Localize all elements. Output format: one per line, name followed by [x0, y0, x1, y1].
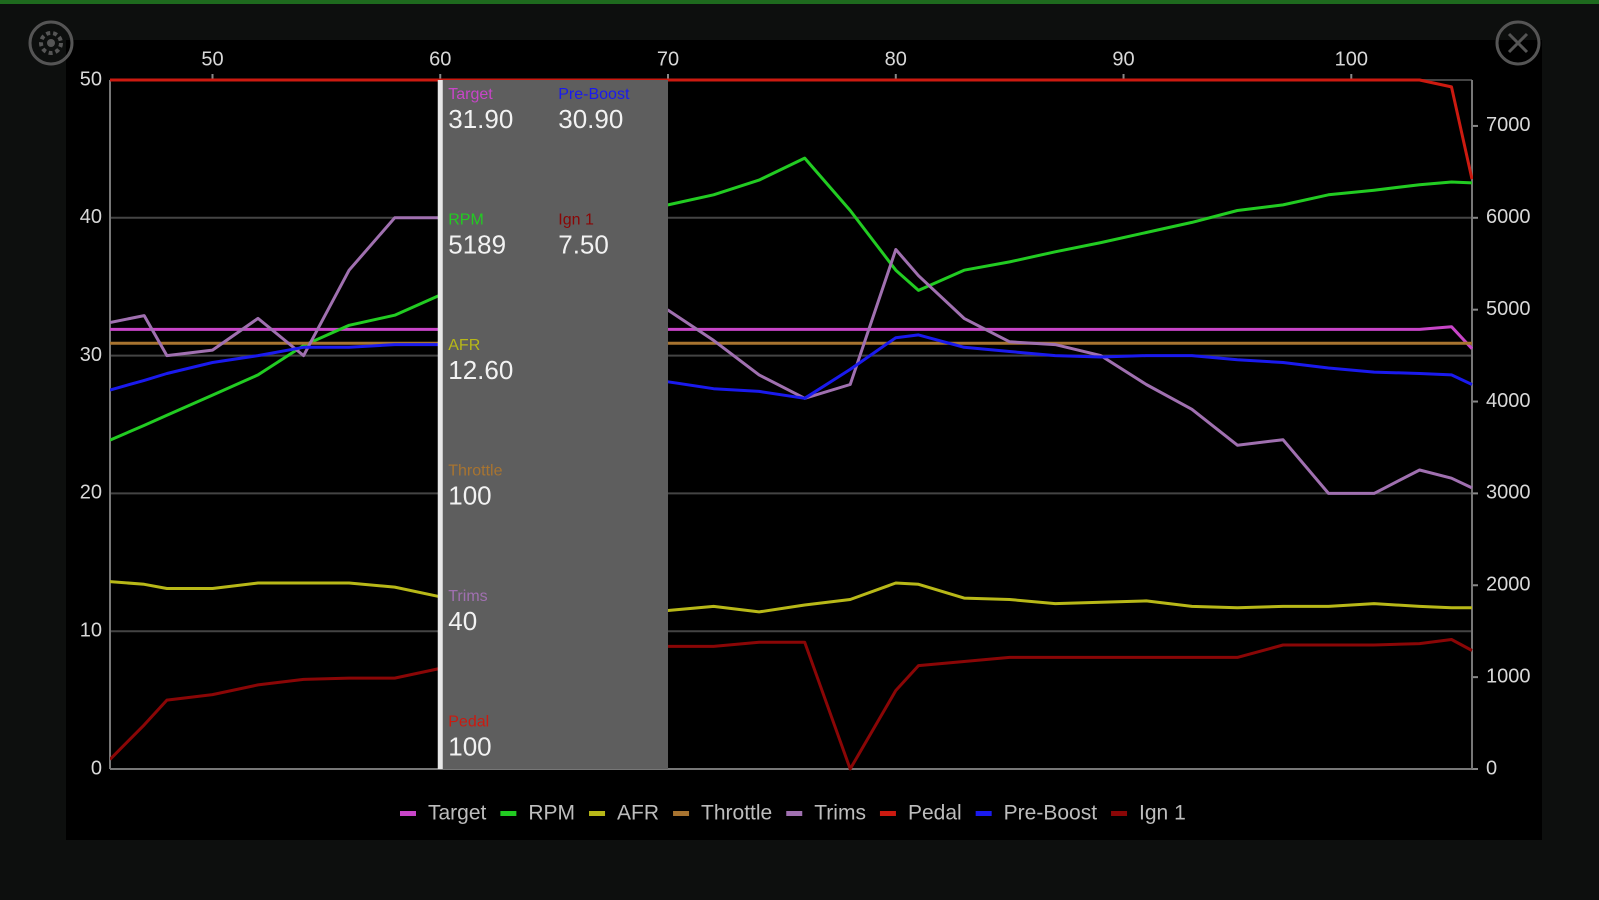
series-line — [110, 638, 1473, 771]
legend-label: AFR — [617, 802, 659, 825]
series-line — [110, 333, 1473, 400]
series-line — [110, 156, 1473, 442]
readout-value: 40 — [448, 606, 477, 636]
legend-label: Target — [428, 802, 487, 825]
series-line — [110, 216, 1473, 495]
readout-name: Ign 1 — [558, 212, 594, 229]
x-tick-label: 50 — [201, 48, 223, 70]
settings-button[interactable] — [28, 20, 74, 66]
x-tick-label: 80 — [885, 48, 907, 70]
chart-panel — [66, 40, 1542, 840]
y-tick-label: 10 — [80, 619, 102, 641]
series-line — [110, 78, 1473, 180]
legend-swatch — [879, 811, 896, 816]
legend-swatch — [400, 811, 416, 816]
readout-value: 30.90 — [558, 104, 623, 134]
readout-value: 5189 — [448, 229, 506, 259]
y-tick-label: 40 — [80, 206, 102, 228]
y2-tick-label: 7000 — [1486, 114, 1531, 136]
y2-tick-label: 0 — [1486, 757, 1497, 779]
legend-label: RPM — [528, 802, 575, 825]
close-x — [1507, 32, 1529, 54]
cursor-panel — [440, 80, 669, 769]
y-tick-label: 0 — [91, 757, 102, 779]
legend-swatch — [975, 811, 992, 816]
top-border — [0, 0, 1599, 4]
y2-tick-label: 3000 — [1486, 482, 1531, 504]
y-tick-label: 20 — [80, 482, 102, 504]
readout-name: Target — [448, 86, 493, 103]
legend-swatch — [1111, 811, 1128, 816]
y2-tick-label: 1000 — [1486, 665, 1531, 687]
x-tick-label: 100 — [1335, 48, 1368, 70]
y2-tick-label: 6000 — [1486, 206, 1531, 228]
readout-name: Pedal — [448, 714, 489, 731]
x-tick-label: 60 — [429, 48, 451, 70]
legend-label: Pre-Boost — [1004, 802, 1098, 825]
readout-value: 31.90 — [448, 104, 513, 134]
legend-swatch — [500, 811, 517, 816]
legend-swatch — [673, 811, 690, 816]
readout-value: 100 — [448, 480, 491, 510]
y-tick-label: 30 — [80, 344, 102, 366]
readout-value: 12.60 — [448, 355, 513, 385]
readout-name: RPM — [448, 212, 484, 229]
y-tick-label: 50 — [80, 68, 102, 90]
close-button[interactable] — [1495, 20, 1541, 66]
settings-ring — [28, 20, 74, 66]
y2-tick-label: 5000 — [1486, 298, 1531, 320]
legend-label: Pedal — [908, 802, 962, 825]
y2-tick-label: 2000 — [1486, 574, 1531, 596]
readout-name: Trims — [448, 588, 487, 605]
legend-swatch — [786, 811, 803, 816]
settings-hub — [47, 39, 55, 47]
x-tick-label: 70 — [657, 48, 679, 70]
close-ring — [1495, 20, 1541, 66]
series-line — [110, 580, 1472, 614]
legend: Target RPM AFR Throttle Trims Pedal Pre-Boost I… — [400, 802, 1186, 825]
plot-area — [110, 78, 1473, 771]
x-tick-label: 90 — [1112, 48, 1134, 70]
legend-label: Throttle — [701, 802, 772, 825]
y2-tick-label: 4000 — [1486, 390, 1531, 412]
readout-name: Pre-Boost — [558, 86, 630, 103]
readout-value: 100 — [448, 731, 491, 761]
readout-name: AFR — [448, 337, 480, 354]
legend-label: Ign 1 — [1139, 802, 1186, 825]
series-line — [110, 325, 1473, 350]
readout-name: Throttle — [448, 463, 502, 480]
legend-swatch — [589, 811, 606, 816]
readout-value: 7.50 — [558, 229, 609, 259]
legend-label: Trims — [814, 802, 866, 825]
settings-gear — [39, 31, 63, 55]
